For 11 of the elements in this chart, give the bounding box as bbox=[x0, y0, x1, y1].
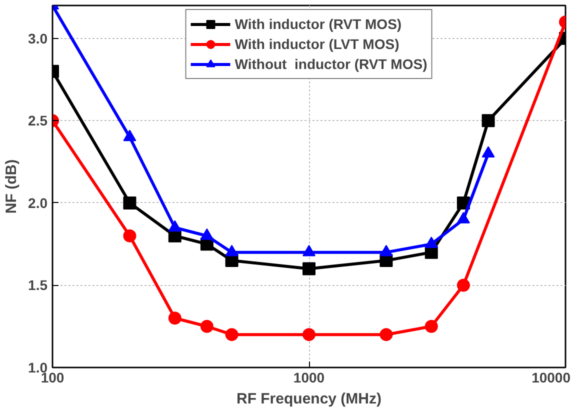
y-tick-label: 2.0 bbox=[28, 194, 48, 211]
y-tick-label: 3.0 bbox=[28, 30, 48, 46]
x-axis-title: RF Frequency (MHz) bbox=[236, 390, 382, 408]
y-tick-label: 1.5 bbox=[28, 277, 48, 294]
legend-label: With inductor (LVT MOS) bbox=[234, 36, 400, 52]
legend-label: With inductor (RVT MOS) bbox=[234, 16, 402, 32]
y-axis-title: NF (dB) bbox=[3, 159, 20, 214]
y-tick-label: 2.5 bbox=[28, 112, 48, 129]
legend-label: Without inductor (RVT MOS) bbox=[234, 56, 428, 72]
x-tick-label: 1000 bbox=[293, 370, 325, 386]
x-tick-label: 10000 bbox=[532, 370, 571, 386]
